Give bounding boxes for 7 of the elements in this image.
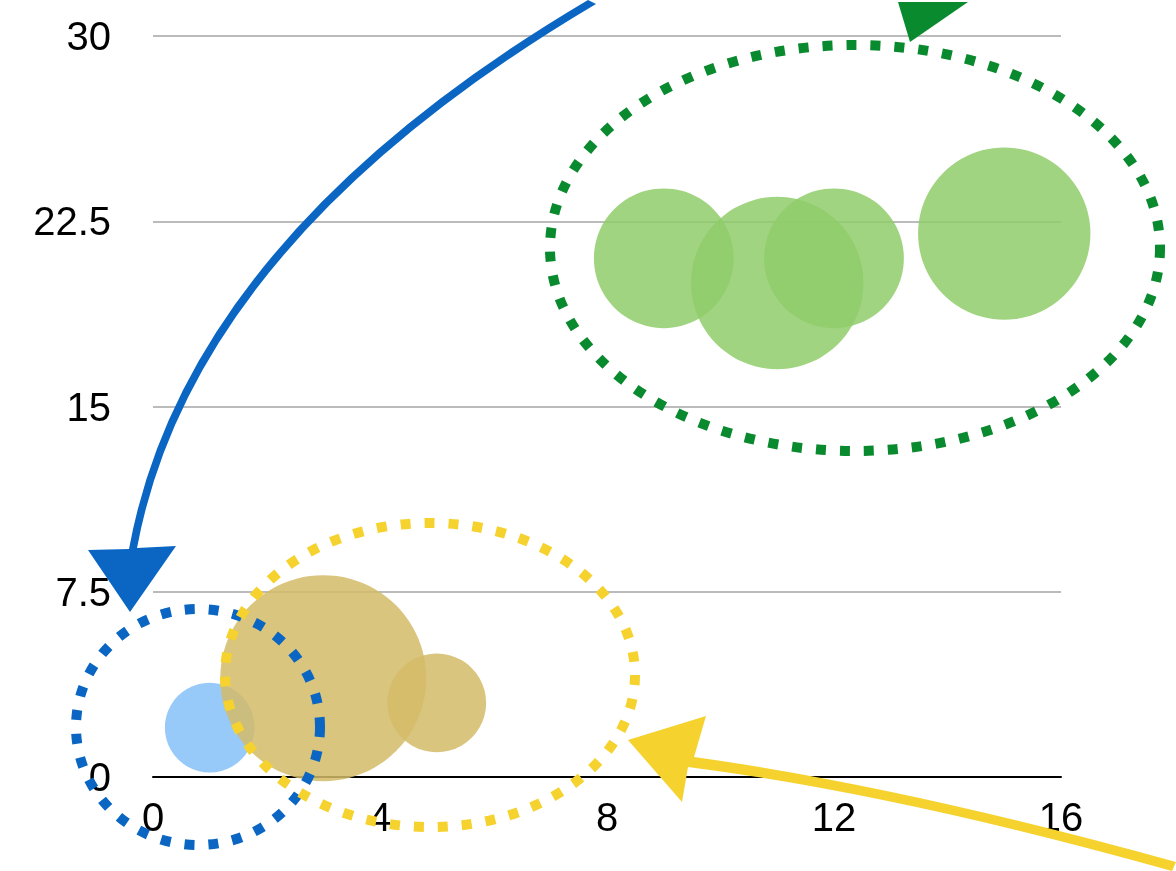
y-tick-label: 30 (66, 14, 111, 58)
y-tick-label: 15 (66, 384, 111, 429)
y-tick-label: 22.5 (33, 199, 111, 244)
x-tick-label: 0 (141, 795, 165, 839)
y-tick-label: 7.5 (55, 569, 111, 614)
x-tick-label: 8 (595, 795, 619, 839)
x-tick-label: 12 (811, 795, 857, 839)
